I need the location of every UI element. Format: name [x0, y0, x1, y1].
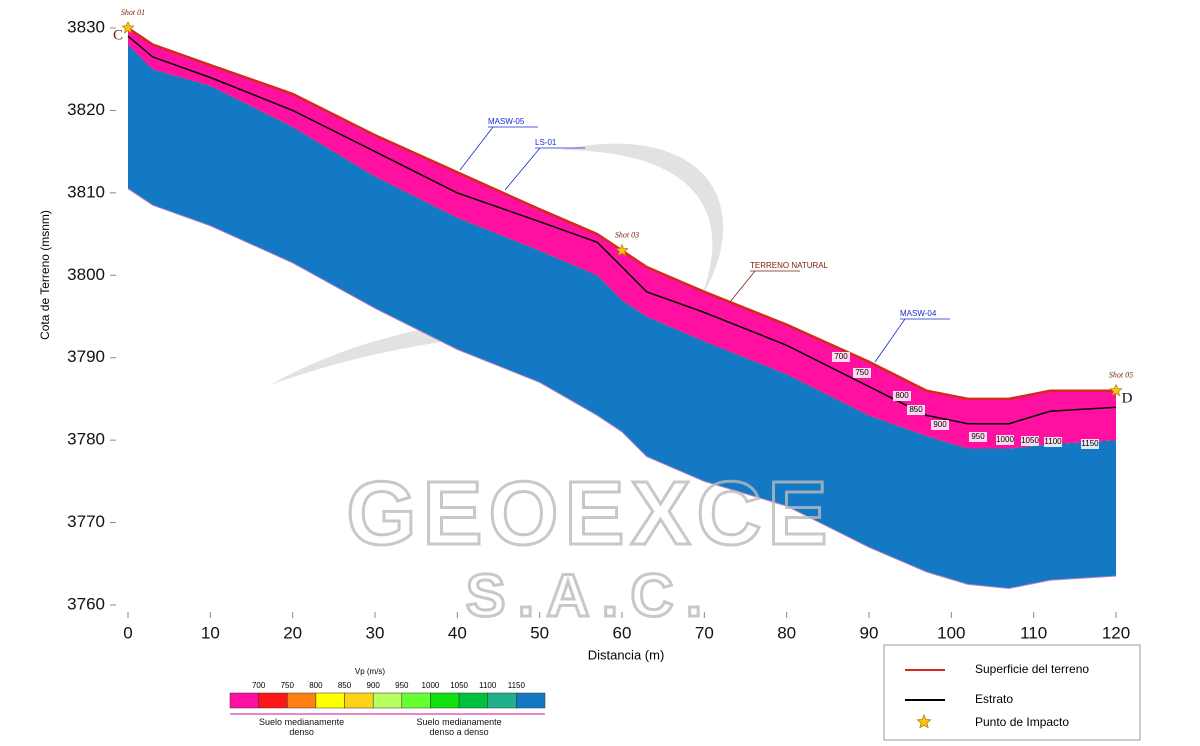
y-tick-label: 3820 — [67, 100, 105, 119]
colorbar-swatch — [287, 692, 317, 709]
x-tick-label: 60 — [613, 623, 632, 642]
watermark: GEOEXCE — [346, 464, 833, 564]
colorbar-caption: Suelo medianamente denso a denso — [416, 717, 502, 737]
colorbar-swatch — [229, 692, 259, 709]
annotation: TERRENO NATURAL — [750, 261, 829, 270]
legend-label: Superficie del terreno — [975, 662, 1089, 676]
end-label: C — [113, 27, 123, 43]
contour-label: 1000 — [996, 435, 1014, 444]
colorbar-swatch — [516, 692, 546, 709]
annotation: MASW-05 — [488, 117, 525, 126]
y-tick-label: 3760 — [67, 594, 105, 613]
shot-label: Shot 05 — [1109, 371, 1133, 380]
colorbar-label: 1100 — [479, 681, 497, 690]
series-line — [127, 26, 1116, 401]
y-tick-label: 3790 — [67, 347, 105, 366]
watermark-swoosh — [270, 143, 800, 385]
y-tick-label: 3810 — [67, 182, 105, 201]
colorbar-label: 800 — [309, 681, 323, 690]
contour-label: 700 — [834, 352, 848, 361]
x-tick-label: 90 — [860, 623, 879, 642]
basement-area — [128, 44, 1116, 589]
colorbar-swatch — [372, 692, 403, 709]
shot-label: Shot 03 — [615, 230, 639, 239]
colorbar-label: 750 — [281, 681, 295, 690]
annotation: LS-01 — [535, 138, 557, 147]
shot-label: Shot 01 — [121, 8, 145, 17]
contour-label: 800 — [895, 391, 909, 400]
colorbar-title: Vp (m/s) — [355, 667, 386, 676]
x-tick-label: 0 — [123, 623, 132, 642]
annotation-leader — [504, 147, 541, 191]
x-axis-label: Distancia (m) — [588, 647, 665, 662]
velocity-band — [128, 28, 1116, 449]
colorbar-label: 1000 — [422, 681, 440, 690]
contour-label-bg — [1081, 439, 1099, 449]
colorbar-label: 950 — [395, 681, 409, 690]
colorbar-swatch — [401, 692, 431, 709]
colorbar-swatch — [344, 692, 374, 709]
colorbar-label: 1150 — [508, 681, 526, 690]
y-tick-label: 3830 — [67, 17, 105, 36]
legend-label: Punto de Impacto — [975, 715, 1069, 729]
colorbar-label: 700 — [252, 681, 266, 690]
contour-label-bg — [996, 435, 1014, 445]
x-tick-label: 10 — [201, 623, 220, 642]
x-tick-label: 20 — [283, 623, 302, 642]
colorbar-swatch — [258, 692, 288, 709]
contour-label-bg — [1021, 436, 1039, 446]
colorbar-label: 900 — [367, 681, 381, 690]
colorbar-label: 850 — [338, 681, 352, 690]
y-tick-label: 3770 — [67, 512, 105, 531]
x-tick-label: 120 — [1102, 623, 1130, 642]
colorbar-label: 1050 — [450, 681, 468, 690]
x-tick-label: 110 — [1020, 623, 1047, 642]
x-tick-label: 70 — [695, 623, 714, 642]
annotation-leader — [729, 270, 756, 303]
y-tick-label: 3780 — [67, 430, 105, 449]
shot-marker — [615, 243, 629, 257]
contour-label-bg — [969, 432, 987, 442]
annotation-leader — [874, 318, 906, 363]
contour-label: 950 — [971, 432, 985, 441]
legend-label: Estrato — [975, 692, 1013, 706]
watermark: S.A.C. — [466, 562, 715, 629]
basement-bottom — [127, 188, 1117, 590]
contour-label-bg — [931, 420, 949, 430]
colorbar-caption: Suelo medianamente denso — [259, 717, 345, 737]
x-tick-label: 80 — [777, 623, 796, 642]
colorbar-swatch — [487, 692, 517, 709]
contour-label: 900 — [933, 420, 947, 429]
end-label: D — [1122, 390, 1133, 406]
x-tick-label: 50 — [530, 623, 549, 642]
legend-star — [916, 713, 932, 729]
contour-label-bg — [1044, 437, 1062, 447]
shot-marker — [121, 20, 135, 34]
colorbar-swatch — [430, 692, 460, 709]
contour-label: 1150 — [1081, 439, 1099, 448]
contour-label: 1050 — [1021, 436, 1039, 445]
y-tick-label: 3800 — [67, 265, 105, 284]
annotation-leader — [459, 126, 494, 171]
colorbar-swatch — [315, 692, 345, 709]
contour-label-bg — [832, 352, 850, 362]
x-tick-label: 40 — [448, 623, 467, 642]
colorbar-swatch — [458, 692, 488, 709]
series-line — [127, 35, 1117, 425]
contour-label: 850 — [909, 405, 923, 414]
contour-label-bg — [893, 391, 911, 401]
contour-label: 1100 — [1044, 437, 1062, 446]
y-axis-label: Cota de Terreno (msnm) — [38, 210, 52, 340]
contour-label-bg — [853, 368, 871, 378]
annotation: MASW-04 — [900, 309, 937, 318]
shot-marker — [1109, 383, 1123, 397]
x-tick-label: 100 — [937, 623, 965, 642]
contour-label: 750 — [855, 368, 869, 377]
x-tick-label: 30 — [366, 623, 385, 642]
contour-label-bg — [907, 405, 925, 415]
